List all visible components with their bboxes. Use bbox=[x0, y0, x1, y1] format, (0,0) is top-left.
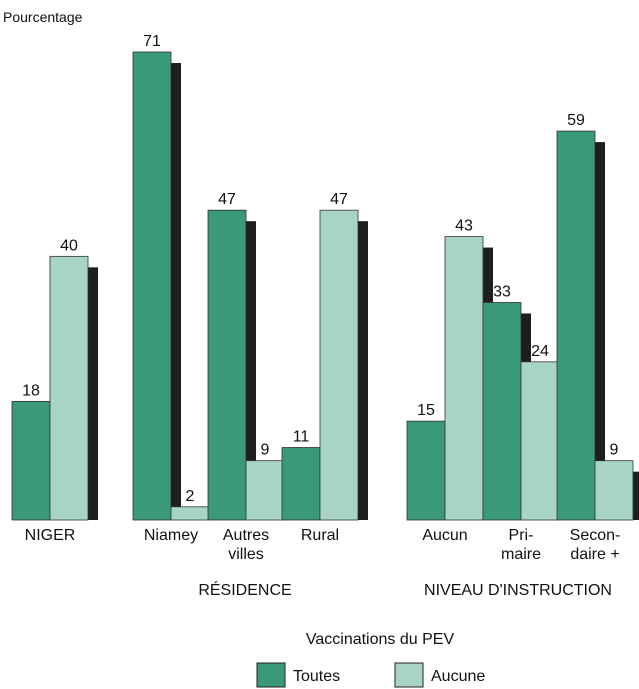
bar bbox=[520, 361, 560, 521]
y-axis-label: Pourcentage bbox=[3, 9, 83, 25]
bar bbox=[11, 400, 51, 521]
value-label: 18 bbox=[22, 382, 40, 399]
bar bbox=[49, 255, 89, 521]
value-label: 43 bbox=[455, 218, 473, 235]
bars-layer bbox=[11, 51, 639, 521]
value-label: 33 bbox=[493, 283, 511, 300]
category-label: Secon-daire + bbox=[570, 527, 621, 563]
legend-swatch-toutes bbox=[256, 662, 286, 688]
bar bbox=[245, 460, 285, 521]
value-label: 2 bbox=[186, 488, 195, 505]
value-label: 24 bbox=[531, 343, 549, 360]
value-label: 59 bbox=[567, 112, 585, 129]
bar bbox=[319, 209, 359, 521]
value-label: 9 bbox=[261, 442, 270, 459]
value-label: 47 bbox=[218, 191, 236, 208]
value-label: 9 bbox=[610, 442, 619, 459]
category-label: Autres villes bbox=[223, 527, 269, 563]
bar bbox=[594, 460, 634, 521]
legend-title: Vaccinations du PEV bbox=[306, 631, 455, 648]
bar bbox=[207, 209, 247, 521]
bar bbox=[406, 420, 446, 521]
bar bbox=[170, 506, 210, 521]
category-label: NIGER bbox=[25, 527, 76, 544]
legend-label-toutes: Toutes bbox=[293, 668, 340, 685]
category-label: Aucun bbox=[422, 527, 467, 544]
bar bbox=[556, 130, 596, 521]
bar bbox=[482, 302, 522, 521]
legend: Vaccinations du PEV Toutes Aucune bbox=[256, 631, 485, 688]
bar bbox=[132, 51, 172, 521]
labels-layer: 18 40 NIGER 71 2 Niamey 47 9 Autres villes 11 47 Rur… bbox=[22, 33, 620, 599]
group-label: NIVEAU D'INSTRUCTION bbox=[424, 582, 612, 599]
category-label: Niamey bbox=[144, 527, 198, 544]
legend-label-aucune: Aucune bbox=[431, 668, 485, 685]
bar bbox=[444, 236, 484, 521]
value-label: 11 bbox=[293, 428, 310, 445]
category-label: Rural bbox=[301, 527, 339, 544]
group-label: RÉSIDENCE bbox=[198, 580, 291, 599]
value-label: 40 bbox=[60, 237, 78, 254]
bar bbox=[281, 447, 321, 521]
category-label: Pri-maire bbox=[501, 527, 541, 563]
value-label: 47 bbox=[330, 191, 348, 208]
legend-swatch-aucune bbox=[394, 662, 424, 688]
value-label: 71 bbox=[143, 33, 161, 50]
value-label: 15 bbox=[417, 402, 435, 419]
